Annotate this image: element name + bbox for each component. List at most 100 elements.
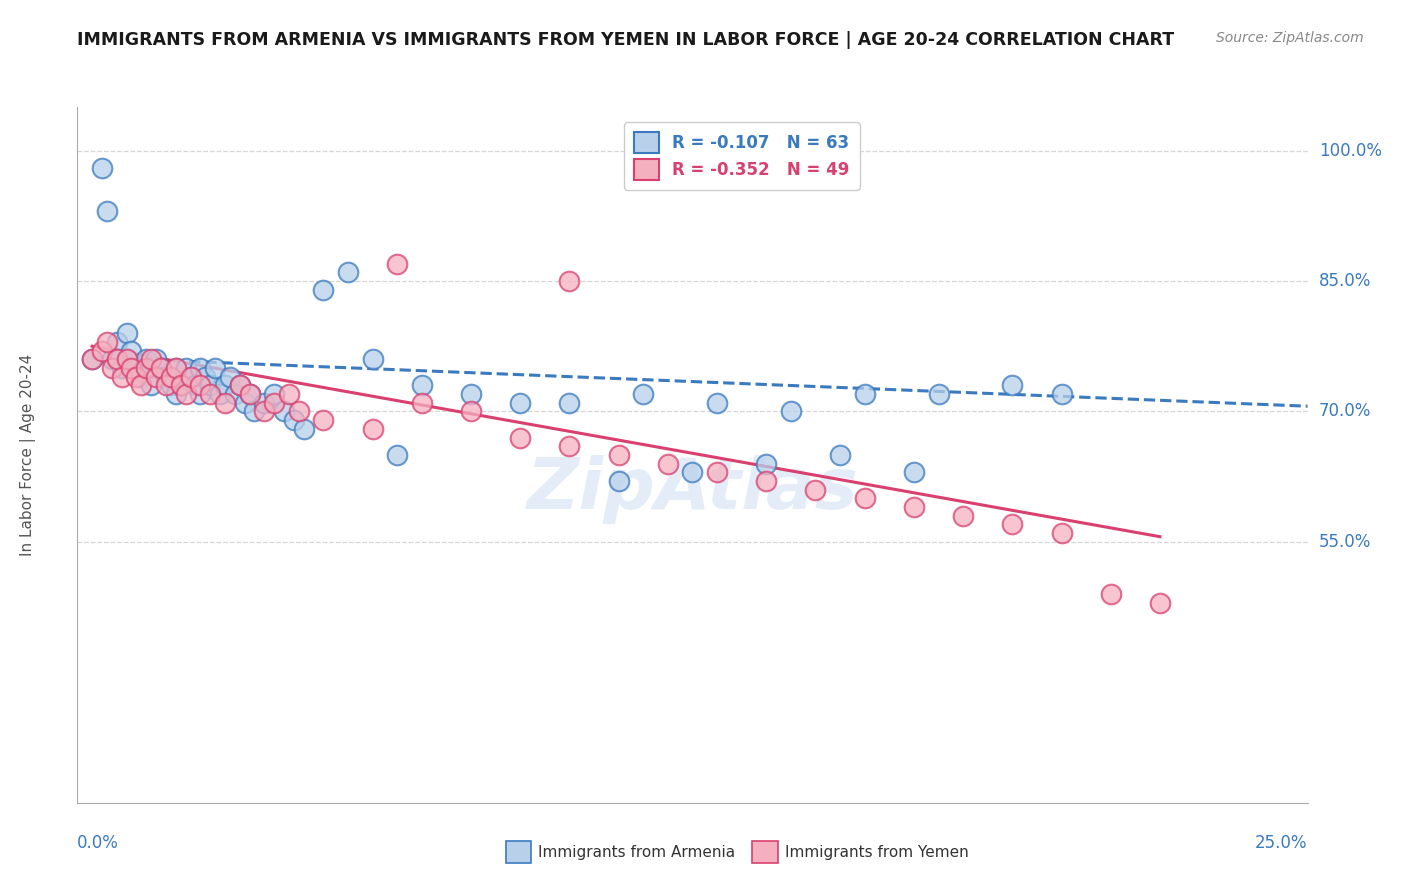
Point <box>194 369 217 384</box>
Point <box>165 360 187 375</box>
Point <box>180 369 202 384</box>
Point <box>101 360 124 375</box>
Point <box>928 387 950 401</box>
Point <box>214 378 236 392</box>
Point <box>101 352 124 367</box>
Point <box>509 396 531 410</box>
Point <box>121 360 143 375</box>
Point <box>96 334 118 349</box>
Point <box>755 474 778 488</box>
Point <box>278 387 301 401</box>
Text: ZipAtlas: ZipAtlas <box>527 455 858 524</box>
Point <box>288 404 311 418</box>
Point <box>411 378 433 392</box>
Point <box>292 422 315 436</box>
Point <box>239 387 262 401</box>
Point <box>755 457 778 471</box>
Text: 70.0%: 70.0% <box>1319 402 1371 420</box>
Point <box>150 360 173 375</box>
Point <box>411 396 433 410</box>
Point <box>853 387 876 401</box>
Point <box>141 378 163 392</box>
Point <box>780 404 803 418</box>
Point <box>253 396 276 410</box>
Point <box>200 378 222 392</box>
Point <box>209 387 232 401</box>
Text: 100.0%: 100.0% <box>1319 142 1382 160</box>
Point <box>263 387 285 401</box>
Point <box>337 265 360 279</box>
Text: 85.0%: 85.0% <box>1319 272 1371 290</box>
Point <box>200 387 222 401</box>
Point <box>1099 587 1122 601</box>
Point <box>853 491 876 506</box>
Point <box>1050 526 1073 541</box>
Point <box>558 274 581 288</box>
Point <box>1050 387 1073 401</box>
Point <box>115 352 138 367</box>
Text: 55.0%: 55.0% <box>1319 533 1371 551</box>
Text: Source: ZipAtlas.com: Source: ZipAtlas.com <box>1216 31 1364 45</box>
Point <box>273 404 295 418</box>
Point <box>385 448 409 462</box>
Point <box>228 378 252 392</box>
Point <box>509 430 531 444</box>
Point <box>160 369 183 384</box>
Point <box>174 360 197 375</box>
Point <box>96 204 118 219</box>
Point <box>219 369 242 384</box>
Point <box>82 352 104 367</box>
Point <box>105 334 128 349</box>
Point <box>385 257 409 271</box>
Point <box>214 396 236 410</box>
Point <box>125 360 148 375</box>
Point <box>558 439 581 453</box>
Point <box>90 343 114 358</box>
Point <box>312 283 335 297</box>
Point <box>145 369 167 384</box>
Point <box>170 378 193 392</box>
Point <box>160 378 183 392</box>
Point <box>243 404 266 418</box>
Point <box>111 369 132 384</box>
Point <box>607 474 630 488</box>
Point <box>165 360 187 375</box>
Point <box>184 378 207 392</box>
Point <box>115 326 138 340</box>
Point <box>105 352 128 367</box>
Point <box>1001 378 1024 392</box>
Point <box>1149 596 1171 610</box>
Point <box>141 360 163 375</box>
Point <box>145 352 167 367</box>
Point <box>283 413 305 427</box>
Text: IMMIGRANTS FROM ARMENIA VS IMMIGRANTS FROM YEMEN IN LABOR FORCE | AGE 20-24 CORR: IMMIGRANTS FROM ARMENIA VS IMMIGRANTS FR… <box>77 31 1174 49</box>
Point <box>1001 517 1024 532</box>
Point <box>830 448 852 462</box>
Point <box>125 369 148 384</box>
Point <box>105 352 128 367</box>
Point <box>558 396 581 410</box>
Legend: R = -0.107   N = 63, R = -0.352   N = 49: R = -0.107 N = 63, R = -0.352 N = 49 <box>624 122 859 190</box>
Point <box>804 483 827 497</box>
Point <box>135 360 157 375</box>
Point <box>706 466 728 480</box>
Text: In Labor Force | Age 20-24: In Labor Force | Age 20-24 <box>20 354 37 556</box>
Point <box>150 360 173 375</box>
Text: 25.0%: 25.0% <box>1256 834 1308 852</box>
Point <box>129 378 153 392</box>
Point <box>121 343 143 358</box>
Point <box>952 508 974 523</box>
Text: 0.0%: 0.0% <box>77 834 120 852</box>
Point <box>111 360 132 375</box>
Point <box>204 360 226 375</box>
Point <box>233 396 256 410</box>
Point <box>165 387 187 401</box>
Point <box>903 466 925 480</box>
Point <box>228 378 252 392</box>
Point <box>253 404 276 418</box>
Point <box>633 387 655 401</box>
Point <box>115 352 138 367</box>
Point <box>180 369 202 384</box>
Point <box>224 387 246 401</box>
Point <box>188 360 212 375</box>
